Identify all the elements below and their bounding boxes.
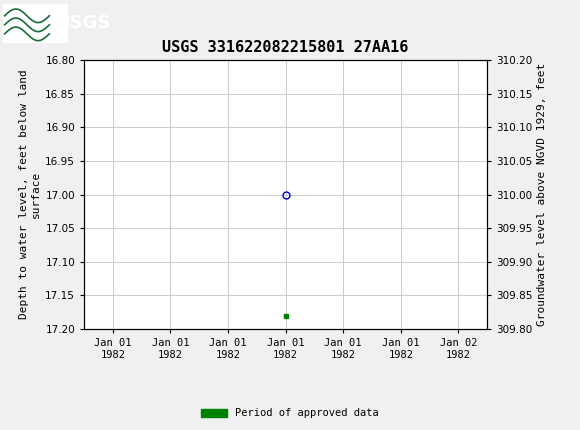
Y-axis label: Groundwater level above NGVD 1929, feet: Groundwater level above NGVD 1929, feet <box>536 63 547 326</box>
Title: USGS 331622082215801 27AA16: USGS 331622082215801 27AA16 <box>162 40 409 55</box>
Legend: Period of approved data: Period of approved data <box>197 404 383 423</box>
Y-axis label: Depth to water level, feet below land
surface: Depth to water level, feet below land su… <box>20 70 41 319</box>
FancyBboxPatch shape <box>3 3 67 42</box>
Text: USGS: USGS <box>55 14 110 31</box>
